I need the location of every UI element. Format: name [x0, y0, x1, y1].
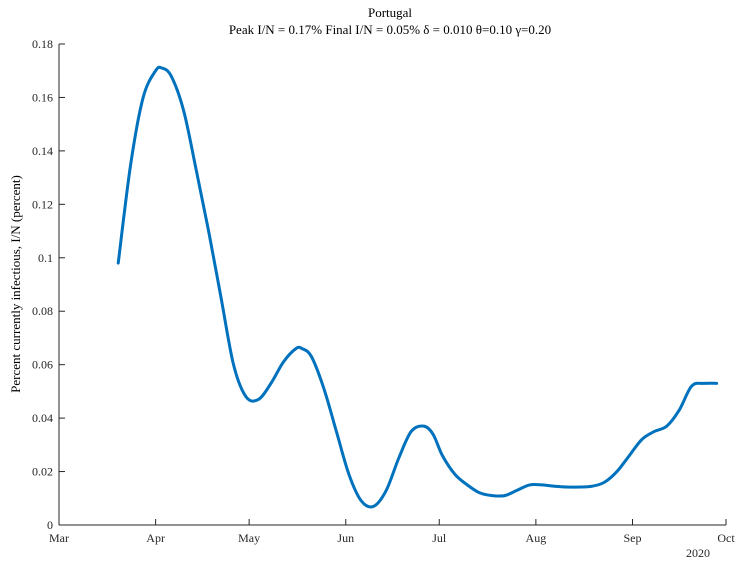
x-axis-year-label: 2020 [686, 546, 710, 560]
y-tick-label: 0.1 [38, 251, 53, 265]
x-axis-ticks: Mar Apr May Jun Jul Aug Sep Oct [49, 519, 735, 545]
chart-subtitle: Peak I/N = 0.17% Final I/N = 0.05% δ = 0… [229, 22, 551, 37]
y-tick-label: 0.14 [32, 144, 53, 158]
y-tick-label: 0.18 [32, 37, 53, 51]
y-tick-label: 0.08 [32, 304, 53, 318]
x-tick-label: Aug [526, 531, 547, 545]
y-tick-label: 0.04 [32, 411, 53, 425]
chart-title: Portugal [368, 5, 412, 20]
y-axis-ticks: 0 0.02 0.04 0.06 0.08 0.1 0.12 0.14 0.16 0.18 [32, 37, 65, 532]
x-tick-label: May [238, 531, 260, 545]
y-tick-label: 0.12 [32, 197, 53, 211]
y-tick-label: 0 [47, 518, 53, 532]
x-tick-label: Jul [432, 531, 447, 545]
series-line [116, 65, 719, 509]
x-tick-label: Mar [49, 531, 69, 545]
x-tick-label: Apr [146, 531, 165, 545]
y-tick-label: 0.06 [32, 358, 53, 372]
y-tick-label: 0.02 [32, 465, 53, 479]
x-tick-label: Oct [717, 531, 735, 545]
x-tick-label: Sep [623, 531, 641, 545]
y-axis-label: Percent currently infectious, I/N (perce… [8, 175, 23, 393]
y-tick-label: 0.16 [32, 90, 53, 104]
x-tick-label: Jun [337, 531, 354, 545]
